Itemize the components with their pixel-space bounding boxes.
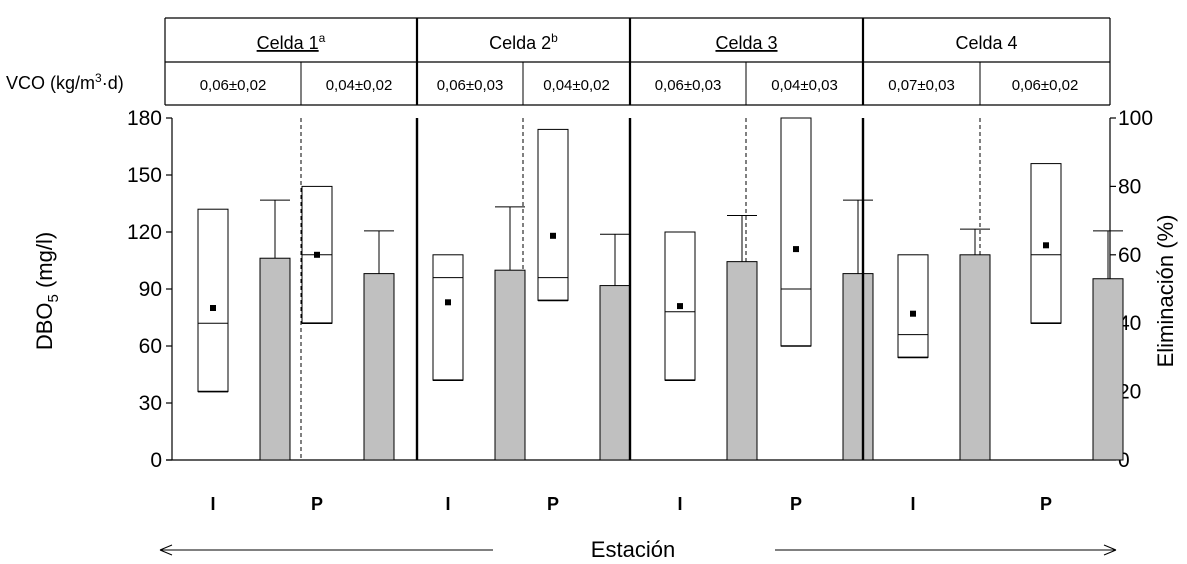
- box-mean-marker: [445, 299, 451, 306]
- box-mean-marker: [793, 246, 799, 253]
- removal-bar: [363, 273, 395, 461]
- box: [780, 117, 812, 347]
- x-axis-title: Estación: [591, 537, 675, 562]
- left-tick-label: 180: [127, 107, 162, 130]
- station-label: I: [910, 494, 915, 514]
- vco-value: 0,06±0,03: [437, 77, 504, 94]
- vco-value: 0,04±0,03: [771, 77, 838, 94]
- removal-bar: [959, 254, 991, 461]
- x-arrow-right-head: [1103, 544, 1117, 556]
- station-label: P: [790, 494, 802, 514]
- station-label: P: [547, 494, 559, 514]
- vco-value: 0,07±0,03: [888, 77, 955, 94]
- cell-title: Celda 4: [955, 33, 1017, 53]
- box: [537, 128, 569, 301]
- left-tick-label: 90: [139, 278, 162, 301]
- vco-value: 0,04±0,02: [326, 77, 393, 94]
- right-tick-label: 40: [1118, 312, 1141, 335]
- station-label: I: [210, 494, 215, 514]
- box-mean-marker: [210, 305, 216, 311]
- cell-title: Celda 2b: [489, 31, 558, 53]
- left-tick-label: 120: [127, 221, 162, 244]
- removal-bar: [494, 269, 526, 461]
- station-label: P: [1040, 494, 1052, 514]
- station-label: I: [445, 494, 450, 514]
- box-mean-marker: [1043, 242, 1049, 249]
- left-tick-label: 30: [139, 392, 162, 415]
- vco-value: 0,06±0,02: [200, 77, 267, 94]
- box: [432, 254, 464, 381]
- vco-value: 0,06±0,03: [655, 77, 722, 94]
- removal-bar: [599, 285, 631, 461]
- box: [897, 254, 929, 358]
- left-tick-label: 60: [139, 335, 162, 358]
- station-label: P: [311, 494, 323, 514]
- x-arrow-left-head: [159, 544, 173, 556]
- right-tick-label: 80: [1118, 175, 1141, 198]
- box: [197, 208, 229, 393]
- vco-row-label: VCO (kg/m3·d): [6, 71, 124, 93]
- box-mean-marker: [910, 310, 916, 317]
- cell-title: Celda 1a: [257, 31, 326, 53]
- vco-value: 0,04±0,02: [543, 77, 610, 94]
- right-tick-label: 60: [1118, 244, 1141, 267]
- left-tick-label: 150: [127, 164, 162, 187]
- right-tick-label: 0: [1118, 449, 1130, 472]
- box-mean-marker: [314, 251, 320, 258]
- removal-bar: [842, 273, 874, 461]
- vco-value: 0,06±0,02: [1012, 77, 1079, 94]
- right-axis-title: Eliminación (%): [1153, 215, 1178, 368]
- removal-bar: [1092, 278, 1124, 461]
- station-label: I: [677, 494, 682, 514]
- box-mean-marker: [677, 303, 683, 310]
- removal-bar: [259, 257, 291, 461]
- left-axis-title: DBO5 (mg/l): [32, 232, 62, 350]
- left-tick-label: 0: [150, 449, 162, 472]
- right-tick-label: 100: [1118, 107, 1153, 130]
- right-tick-label: 20: [1118, 381, 1141, 404]
- cell-title: Celda 3: [715, 33, 777, 53]
- box-mean-marker: [550, 232, 556, 239]
- removal-bar: [726, 261, 758, 461]
